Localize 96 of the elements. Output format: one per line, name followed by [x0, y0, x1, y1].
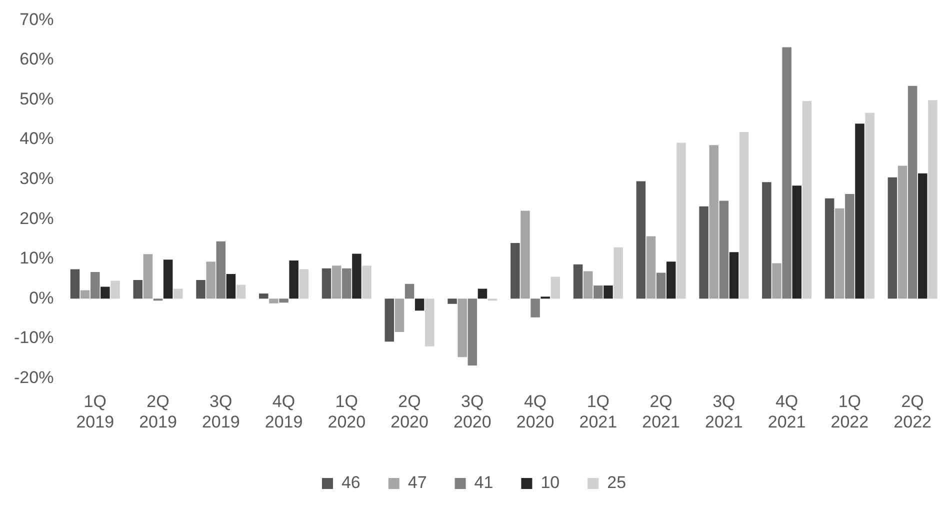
bar — [163, 260, 173, 299]
x-tick-label: 1Q 2021 — [579, 392, 618, 432]
bar — [772, 263, 782, 299]
bar — [394, 298, 404, 332]
bar — [216, 241, 226, 299]
bar — [468, 298, 478, 366]
legend-label: 46 — [341, 473, 360, 492]
bar — [289, 260, 298, 299]
y-tick-label: 30% — [20, 169, 54, 188]
bar — [739, 132, 749, 299]
bar — [865, 112, 874, 299]
bar — [196, 280, 206, 299]
y-tick-label: 70% — [20, 10, 54, 29]
bar — [414, 298, 424, 311]
y-tick-label: -20% — [14, 368, 54, 387]
bar — [226, 274, 236, 299]
x-tick-label: 4Q 2020 — [516, 392, 554, 432]
bar — [425, 298, 434, 346]
bar — [834, 208, 844, 299]
bar — [802, 100, 812, 299]
x-tick-label: 1Q 2019 — [76, 392, 114, 432]
bar — [792, 186, 802, 299]
x-tick-label: 4Q 2021 — [768, 392, 806, 432]
bar — [666, 262, 676, 299]
bar — [636, 181, 646, 299]
bar — [404, 284, 414, 299]
bar — [174, 288, 183, 299]
bar — [729, 252, 739, 299]
bar — [206, 262, 216, 299]
bar — [614, 247, 623, 299]
bar — [762, 182, 772, 299]
x-tick-label: 4Q 2019 — [264, 392, 303, 432]
bar — [824, 198, 834, 299]
y-tick-label: 20% — [20, 208, 54, 228]
x-tick-label: 2Q 2022 — [894, 392, 932, 432]
bar — [855, 124, 864, 299]
y-tick-label: 10% — [20, 248, 54, 268]
x-tick-label: 1Q 2020 — [328, 392, 366, 432]
bar — [676, 142, 686, 299]
bar — [110, 280, 120, 299]
y-tick-label: 40% — [20, 129, 54, 148]
bar — [143, 254, 153, 299]
bar — [279, 298, 288, 303]
bar — [299, 269, 309, 299]
bar — [80, 290, 90, 299]
bar — [384, 298, 394, 342]
bar — [908, 86, 918, 299]
bar — [898, 166, 908, 299]
bar — [458, 298, 467, 358]
x-tick-label: 2Q 2020 — [390, 392, 428, 432]
bar — [845, 194, 854, 299]
bar — [448, 298, 457, 304]
y-tick-label: 60% — [20, 50, 54, 69]
bar — [594, 286, 603, 299]
x-tick-label: 3Q 2020 — [453, 392, 492, 432]
bar — [888, 177, 898, 299]
x-tick-label: 2Q 2021 — [642, 392, 680, 432]
bar — [709, 145, 718, 299]
legend-label: 47 — [408, 473, 427, 492]
bar — [352, 254, 362, 299]
bar — [100, 286, 110, 299]
x-tick-label: 3Q 2019 — [202, 392, 240, 432]
bar — [322, 268, 332, 299]
x-tick-label: 2Q 2019 — [139, 392, 177, 432]
bar — [520, 210, 530, 299]
bar — [342, 268, 352, 299]
bar — [782, 47, 792, 299]
bar — [699, 206, 708, 299]
y-tick-label: -10% — [14, 328, 54, 348]
legend-label: 25 — [607, 473, 626, 492]
bar — [530, 298, 540, 318]
bar — [478, 288, 488, 299]
bar — [269, 298, 278, 304]
bar — [70, 269, 80, 299]
bar — [133, 280, 143, 299]
bar — [604, 286, 613, 299]
bar — [656, 272, 666, 299]
bar — [918, 173, 928, 299]
bar — [259, 293, 268, 299]
x-tick-label: 1Q 2022 — [830, 392, 869, 432]
bar — [362, 266, 372, 299]
bar — [646, 236, 656, 299]
bar — [719, 200, 729, 299]
bar — [510, 242, 520, 299]
bar — [90, 272, 100, 299]
y-tick-label: 50% — [20, 89, 54, 108]
bar — [583, 271, 593, 299]
legend-label: 41 — [474, 473, 494, 492]
bar — [928, 100, 938, 299]
legend-label: 10 — [540, 473, 560, 492]
x-tick-label: 3Q 2021 — [705, 392, 743, 432]
bar — [550, 276, 560, 299]
y-tick-label: 0% — [29, 288, 54, 308]
bar — [573, 264, 583, 299]
bar — [332, 266, 342, 299]
bar — [236, 284, 246, 299]
